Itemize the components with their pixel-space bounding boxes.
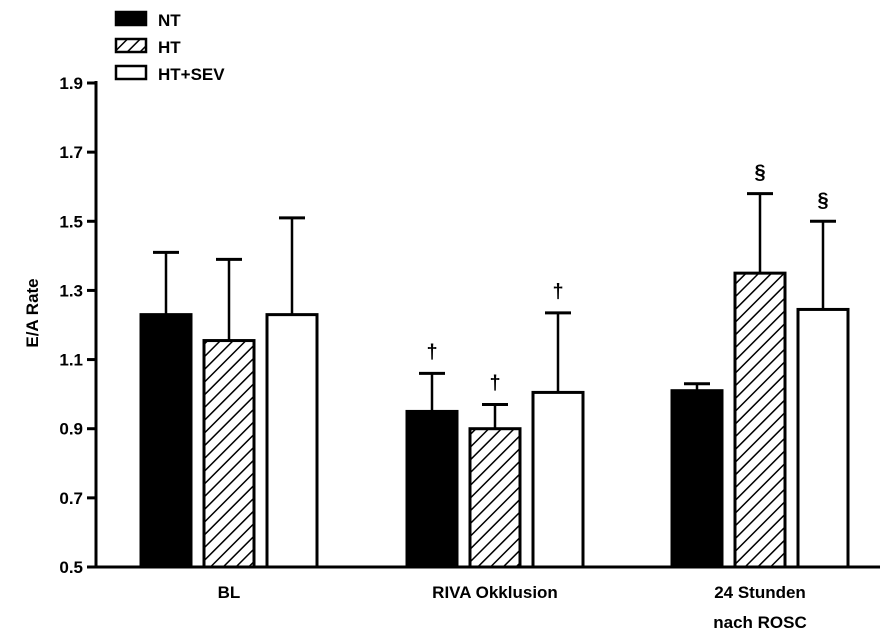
legend-label: NT [158, 11, 181, 30]
significance-marker: † [426, 341, 437, 363]
bar [670, 389, 724, 569]
significance-marker: § [754, 162, 765, 184]
y-tick-label: 1.9 [59, 74, 83, 93]
category-label: BL [218, 583, 241, 602]
y-tick-label: 0.9 [59, 420, 83, 439]
y-tick-label: 1.1 [59, 351, 83, 370]
bar [531, 390, 585, 569]
legend-swatch [114, 37, 148, 54]
bars: † † § † § [139, 162, 850, 569]
bar [139, 313, 193, 569]
legend-swatch [114, 10, 148, 27]
significance-marker: † [552, 281, 563, 303]
y-tick-label: 1.3 [59, 281, 83, 300]
category-label: RIVA Okklusion [432, 583, 558, 602]
y-axis: 0.5 0.7 0.9 1.1 1.3 1.5 1.7 1.9 E/A Rate [23, 74, 98, 577]
x-axis: BL RIVA Okklusion 24 Stunden nach ROSC [96, 565, 880, 632]
bar [796, 307, 850, 569]
legend-label: HT [158, 38, 181, 57]
legend-label: HT+SEV [158, 65, 225, 84]
bar [202, 339, 256, 569]
y-tick-label: 0.5 [59, 558, 83, 577]
significance-marker: † [489, 373, 500, 395]
bar [405, 409, 459, 569]
legend: NT HT HT+SEV [114, 10, 225, 84]
y-axis-label: E/A Rate [23, 278, 42, 347]
y-tick-label: 1.5 [59, 212, 83, 231]
significance-marker: § [817, 189, 828, 211]
category-label: 24 Stunden [714, 583, 806, 602]
legend-swatch [114, 64, 148, 81]
y-tick-label: 0.7 [59, 489, 83, 508]
y-tick-label: 1.7 [59, 143, 83, 162]
bar [733, 271, 787, 569]
category-label: nach ROSC [713, 613, 807, 632]
bar [468, 427, 522, 569]
bar [265, 313, 319, 569]
